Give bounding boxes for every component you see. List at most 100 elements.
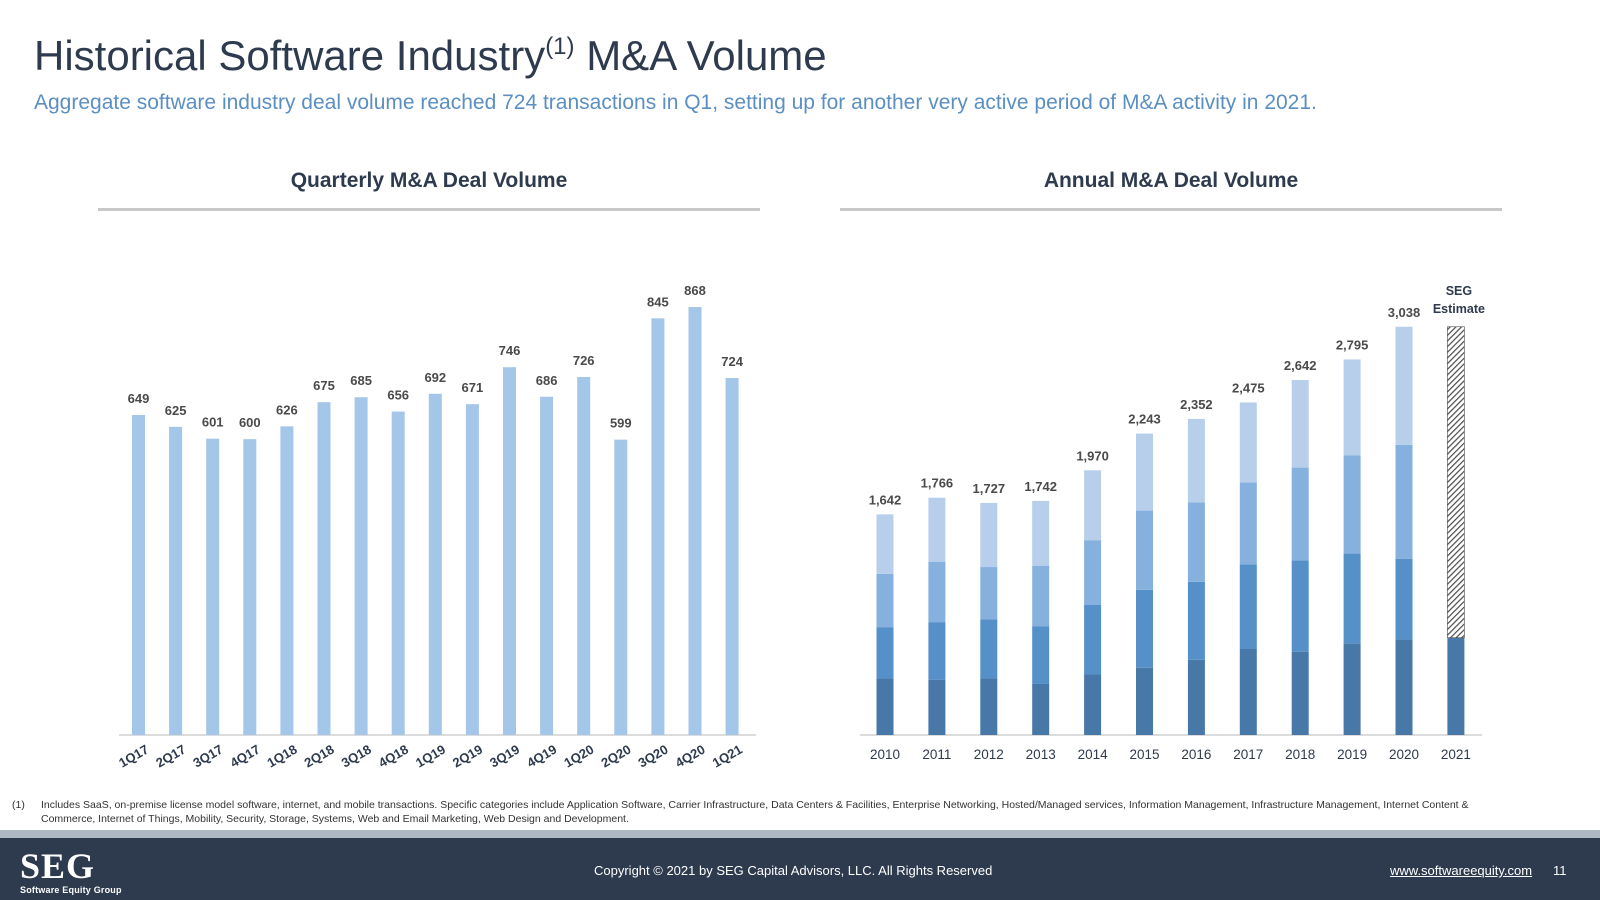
quarterly-data-label: 625 (165, 403, 187, 418)
annual-bar-segment (928, 561, 946, 623)
quarterly-data-label: 845 (647, 294, 669, 309)
page-title: Historical Software Industry(1) M&A Volu… (34, 32, 827, 80)
quarterly-chart-title-rule (98, 208, 760, 211)
annual-bar-segment (1343, 643, 1361, 735)
annual-total-label: 2,642 (1284, 358, 1317, 373)
annual-bar-segment (1291, 467, 1309, 561)
annual-bar-segment (876, 678, 894, 735)
annual-bar-segment (1187, 581, 1205, 660)
annual-bar-segment (1343, 553, 1361, 644)
quarterly-data-label: 685 (350, 373, 372, 388)
quarterly-tick-label: 1Q20 (561, 742, 596, 771)
annual-bar-segment (876, 573, 894, 628)
annual-bar-segment (1239, 649, 1257, 735)
quarterly-tick-label: 3Q20 (636, 742, 671, 771)
annual-bar-segment (1291, 379, 1309, 468)
page-title-footnote-marker: (1) (545, 33, 575, 60)
annual-bar-segment (1395, 558, 1413, 640)
annual-total-label: 1,970 (1076, 448, 1109, 463)
annual-tick-label: 2020 (1389, 747, 1419, 762)
page-subtitle: Aggregate software industry deal volume … (34, 91, 1317, 114)
quarterly-bar (651, 318, 665, 735)
seg-logo-mark: SEG (20, 846, 96, 886)
quarterly-chart: 649 1Q17 625 2Q17 601 3Q17 600 4Q17 626 1Q18 675 2Q… (116, 283, 756, 771)
annual-total-label: 1,727 (973, 481, 1006, 496)
quarterly-tick-label: 4Q17 (227, 742, 262, 771)
footnote-text: Includes SaaS, on-premise license model … (41, 799, 1469, 825)
quarterly-data-label: 868 (684, 283, 706, 298)
copyright-notice: Copyright © 2021 by SEG Capital Advisors… (594, 863, 993, 878)
annual-total-label: 1,742 (1024, 479, 1057, 494)
annual-tick-label: 2010 (870, 747, 900, 762)
quarterly-tick-label: 4Q19 (524, 742, 559, 771)
estimate-label: SEG (1446, 284, 1472, 298)
quarterly-tick-label: 2Q17 (153, 742, 188, 771)
quarterly-bar (280, 426, 294, 735)
quarterly-tick-label: 2Q18 (302, 742, 337, 771)
annual-bar-segment (1395, 639, 1413, 735)
annual-tick-label: 2017 (1233, 747, 1263, 762)
annual-bar-segment (1136, 589, 1153, 668)
quarterly-bar (132, 415, 145, 735)
annual-tick-label: 2012 (974, 747, 1004, 762)
quarterly-bar (243, 439, 257, 735)
annual-bar-segment (1187, 659, 1205, 735)
annual-bar-segment (980, 678, 998, 735)
annual-bar-segment (1187, 418, 1205, 503)
quarterly-data-label: 692 (424, 370, 446, 385)
annual-bar-segment (1239, 402, 1257, 483)
annual-total-label: 2,795 (1336, 337, 1369, 352)
annual-bar-segment (1291, 560, 1309, 652)
quarterly-data-label: 726 (573, 353, 595, 368)
footnote-marker: (1) (12, 799, 25, 811)
annual-bar-segment (1084, 674, 1102, 735)
quarterly-bar (169, 426, 183, 735)
quarterly-tick-label: 1Q21 (710, 742, 745, 771)
annual-bar-segment (1084, 540, 1102, 605)
estimate-label: Estimate (1433, 302, 1485, 316)
annual-estimate-segment (1447, 326, 1465, 639)
annual-bar-segment (928, 622, 946, 680)
annual-tick-label: 2011 (922, 747, 951, 762)
annual-bar-segment (1395, 326, 1413, 445)
annual-tick-label: 2021 (1441, 747, 1471, 762)
quarterly-tick-label: 1Q18 (265, 742, 300, 771)
footer: SEG Software Equity Group Copyright © 20… (0, 838, 1600, 900)
quarterly-data-label: 649 (128, 391, 150, 406)
annual-tick-label: 2015 (1129, 747, 1159, 762)
quarterly-tick-label: 2Q20 (598, 742, 633, 771)
annual-total-label: 1,642 (869, 492, 902, 507)
annual-tick-label: 2014 (1078, 747, 1109, 762)
annual-tick-label: 2016 (1181, 747, 1211, 762)
annual-total-label: 2,352 (1180, 397, 1213, 412)
annual-total-label: 2,475 (1232, 380, 1265, 395)
annual-total-label: 2,243 (1128, 412, 1161, 427)
quarterly-data-label: 675 (313, 378, 335, 393)
annual-bar-segment (1239, 482, 1257, 565)
quarterly-data-label: 746 (499, 343, 521, 358)
page-title-main: Historical Software Industry (34, 32, 546, 79)
quarterly-data-label: 600 (239, 415, 261, 430)
annual-bar-segment (980, 567, 998, 620)
annual-bar-segment (1084, 604, 1102, 675)
quarterly-tick-label: 4Q20 (673, 742, 708, 771)
annual-chart-title: Annual M&A Deal Volume (1043, 169, 1299, 192)
annual-bar-segment (1239, 564, 1257, 649)
quarterly-data-label: 724 (721, 354, 743, 369)
annual-chart: 1,642 2010 1,766 2011 1,727 2012 1,742 2013 1,97… (860, 284, 1485, 762)
quarterly-chart-title: Quarterly M&A Deal Volume (290, 169, 568, 192)
annual-bar-segment (928, 497, 946, 562)
quarterly-bar (206, 438, 220, 735)
quarterly-tick-label: 2Q19 (450, 742, 485, 771)
seg-logo: SEG Software Equity Group (20, 848, 122, 896)
annual-bar-segment (980, 502, 998, 568)
annual-bar-segment (1136, 510, 1153, 590)
annual-bar-segment (1343, 455, 1361, 554)
page-title-suffix: M&A Volume (574, 32, 827, 79)
quarterly-bar (317, 402, 331, 735)
website-link[interactable]: www.softwareequity.com (1390, 863, 1533, 878)
quarterly-data-label: 671 (462, 380, 484, 395)
quarterly-tick-label: 1Q19 (413, 742, 448, 771)
quarterly-bar (428, 393, 442, 735)
annual-tick-label: 2019 (1337, 747, 1367, 762)
